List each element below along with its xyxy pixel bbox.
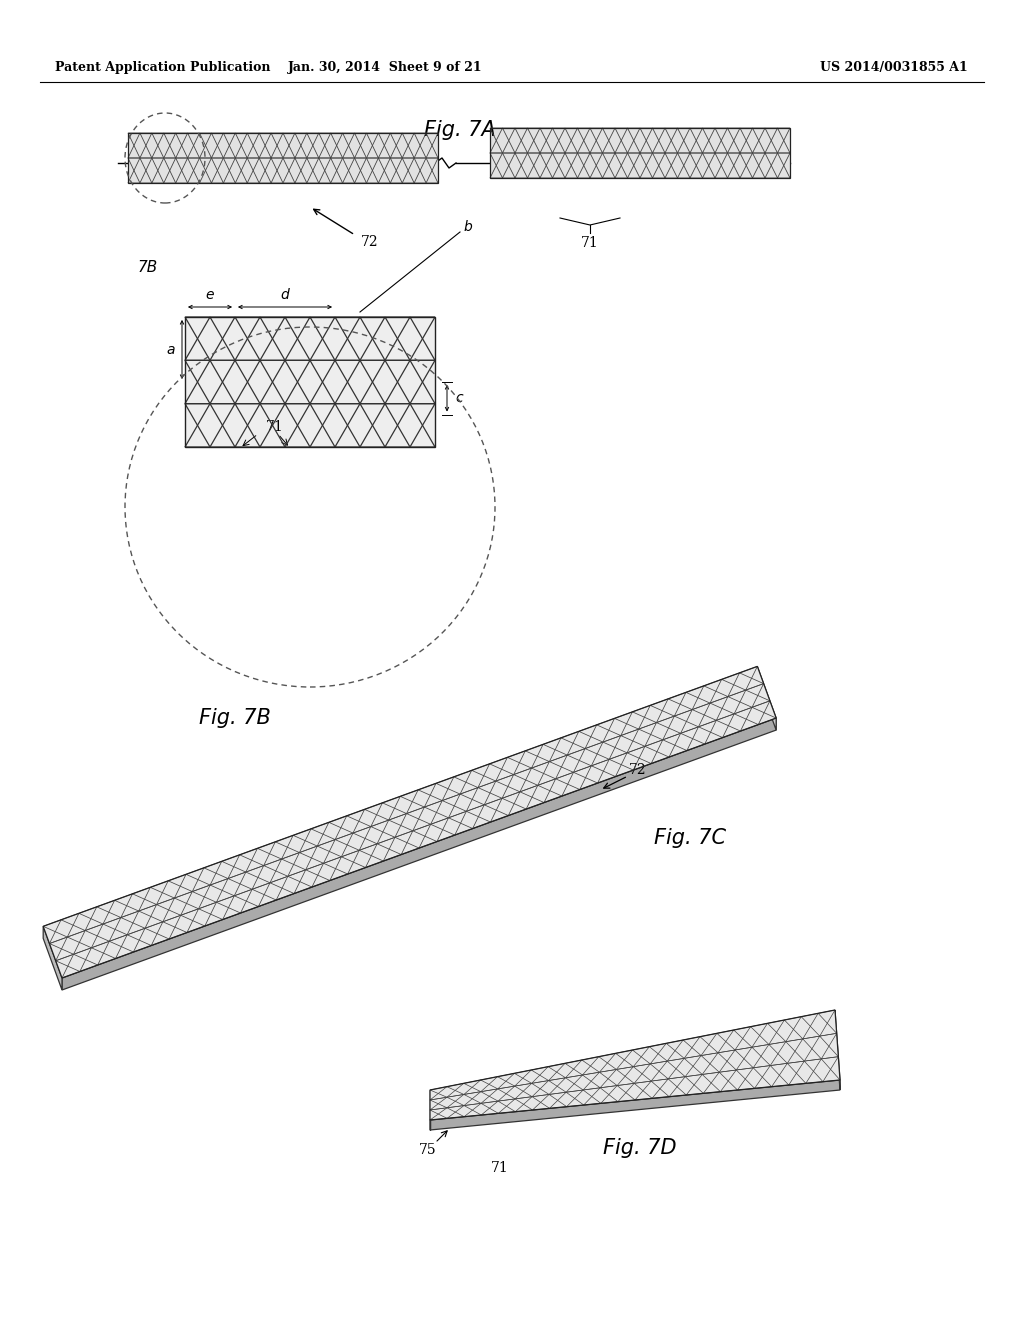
Polygon shape: [490, 128, 790, 178]
Text: Jan. 30, 2014  Sheet 9 of 21: Jan. 30, 2014 Sheet 9 of 21: [288, 62, 482, 74]
Text: US 2014/0031855 A1: US 2014/0031855 A1: [820, 62, 968, 74]
Polygon shape: [835, 1010, 840, 1090]
Text: e: e: [206, 288, 214, 302]
Polygon shape: [430, 1010, 840, 1119]
Text: Fig. 7C: Fig. 7C: [654, 828, 726, 847]
Text: Fig. 7B: Fig. 7B: [199, 708, 271, 729]
Text: a: a: [167, 342, 175, 356]
Text: 72: 72: [629, 763, 647, 777]
Polygon shape: [43, 927, 62, 990]
Polygon shape: [128, 133, 438, 183]
Text: c: c: [456, 391, 463, 405]
Polygon shape: [758, 667, 776, 730]
Text: 72: 72: [361, 235, 379, 249]
Text: 75: 75: [419, 1143, 437, 1158]
Polygon shape: [185, 317, 435, 447]
Text: d: d: [281, 288, 290, 302]
Polygon shape: [62, 718, 776, 990]
Text: b: b: [464, 220, 472, 234]
Text: 71: 71: [582, 236, 599, 249]
Text: 7B: 7B: [138, 260, 158, 276]
Text: Fig. 7A: Fig. 7A: [424, 120, 496, 140]
Text: Patent Application Publication: Patent Application Publication: [55, 62, 270, 74]
Text: 71: 71: [492, 1162, 509, 1175]
Polygon shape: [430, 1080, 840, 1130]
Text: Fig. 7D: Fig. 7D: [603, 1138, 677, 1158]
Polygon shape: [43, 667, 776, 978]
Text: 71: 71: [266, 420, 284, 434]
